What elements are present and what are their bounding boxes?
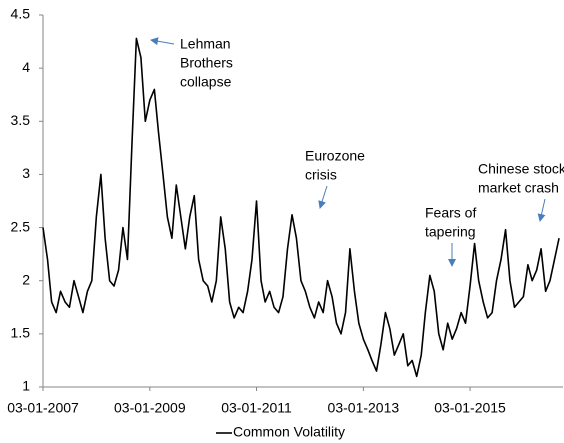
y-tick-label: 1.5 xyxy=(11,325,31,341)
annotation-arrow xyxy=(150,37,175,46)
annotation-text: Eurozone xyxy=(305,148,365,164)
y-tick-label: 4 xyxy=(22,59,30,75)
annotation-arrow xyxy=(318,185,328,209)
annotation-arrow xyxy=(537,198,546,222)
x-tick-label: 03-01-2007 xyxy=(7,400,79,416)
x-tick-label: 03-01-2015 xyxy=(434,400,506,416)
series-line xyxy=(42,37,560,378)
y-tick-label: 1 xyxy=(22,378,30,394)
annotation-text: crisis xyxy=(305,167,337,183)
x-tick-label: 03-01-2009 xyxy=(114,400,186,416)
annotation-text: Lehman xyxy=(180,36,231,52)
y-tick-label: 3 xyxy=(22,165,30,181)
y-tick-label: 2 xyxy=(22,271,30,287)
annotation-text: collapse xyxy=(180,74,232,90)
annotation-text: Fears of xyxy=(425,205,476,221)
y-tick-label: 3.5 xyxy=(11,112,31,128)
annotation-text: tapering xyxy=(425,224,476,240)
y-tick-label: 2.5 xyxy=(11,218,31,234)
x-tick-label: 03-01-2011 xyxy=(221,400,292,416)
legend-label: Common Volatility xyxy=(233,424,345,440)
annotation-text: market crash xyxy=(478,180,559,196)
x-tick-label: 03-01-2013 xyxy=(328,400,400,416)
annotation-text: Brothers xyxy=(180,55,233,71)
annotation-text: Chinese stock xyxy=(478,161,564,177)
y-tick-label: 4.5 xyxy=(11,6,31,22)
